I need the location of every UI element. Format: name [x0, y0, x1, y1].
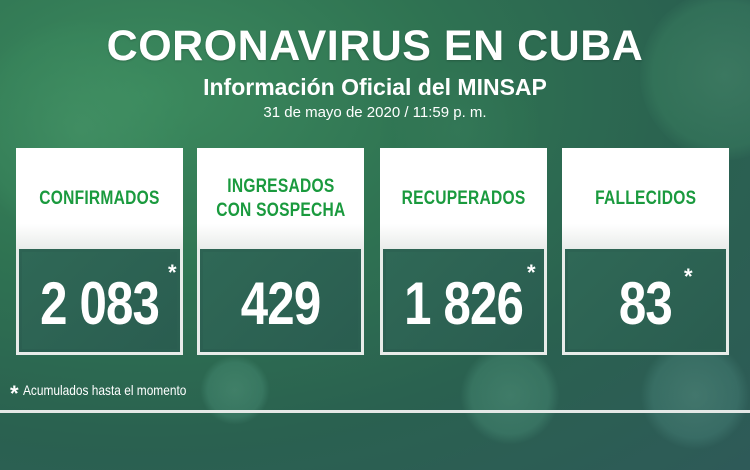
- card-confirmados: CONFIRMADOS 2 083 *: [16, 148, 183, 355]
- card-header: RECUPERADOS: [380, 148, 547, 249]
- page-subtitle: Información Oficial del MINSAP: [203, 74, 547, 100]
- asterisk-icon: *: [527, 260, 536, 285]
- card-header: FALLECIDOS: [562, 148, 729, 249]
- asterisk-icon: *: [168, 260, 177, 285]
- card-label-line1: INGRESADOS: [226, 175, 335, 197]
- card-recuperados: RECUPERADOS 1 826 *: [380, 148, 547, 355]
- card-value-box: 429: [197, 249, 364, 355]
- virus-decoration: [200, 355, 270, 425]
- page-title: CORONAVIRUS EN CUBA: [106, 22, 644, 70]
- card-value-box: 1 826 *: [380, 249, 547, 355]
- card-value-box: 2 083 *: [16, 249, 183, 355]
- asterisk-icon: *: [10, 381, 19, 406]
- footnote: * Acumulados hasta el momento: [10, 381, 215, 407]
- asterisk-icon: *: [684, 264, 693, 289]
- footnote-text: Acumulados hasta el momento: [22, 382, 186, 398]
- card-fallecidos: FALLECIDOS 83 *: [562, 148, 729, 355]
- card-value-box: 83 *: [562, 249, 729, 355]
- card-header: INGRESADOS CON SOSPECHA: [197, 148, 364, 249]
- card-value: 1 826: [403, 270, 524, 337]
- card-label: CONFIRMADOS: [39, 187, 160, 209]
- card-label-line2: CON SOSPECHA: [215, 199, 346, 221]
- card-label: INGRESADOS CON SOSPECHA: [216, 175, 345, 223]
- card-value: 429: [240, 270, 321, 337]
- report-date: 31 de mayo de 2020 / 11:59 p. m.: [263, 104, 487, 121]
- card-label: RECUPERADOS: [401, 187, 526, 209]
- card-header: CONFIRMADOS: [16, 148, 183, 249]
- card-value: 2 083: [39, 270, 160, 337]
- virus-decoration: [640, 340, 750, 450]
- divider: [0, 410, 750, 413]
- card-label: FALLECIDOS: [594, 187, 697, 209]
- virus-decoration: [460, 345, 560, 445]
- card-ingresados: INGRESADOS CON SOSPECHA 429: [197, 148, 364, 355]
- card-value: 83: [618, 270, 673, 337]
